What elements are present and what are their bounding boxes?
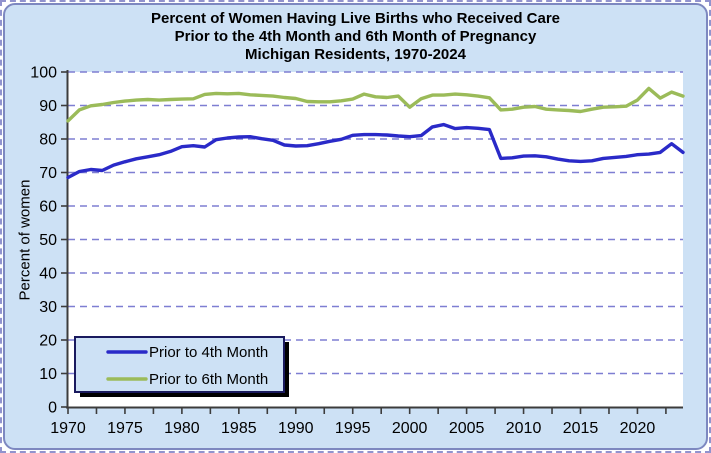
y-tick-label-100: 100 (30, 65, 57, 82)
x-tick-label-2020: 2020 (620, 420, 656, 437)
x-tick-label-2005: 2005 (449, 420, 485, 437)
x-tick-label-2015: 2015 (563, 420, 599, 437)
y-tick-label-40: 40 (39, 266, 57, 283)
x-tick-label-1995: 1995 (335, 420, 371, 437)
y-tick-labels: 0 10 20 30 40 50 60 70 80 90 100 (30, 65, 68, 417)
x-tick-labels: 1970 1975 1980 1985 1990 1995 2000 2005 2010 2015… (50, 407, 667, 437)
y-tick-label-30: 30 (39, 299, 57, 316)
y-tick-label-70: 70 (39, 165, 57, 182)
legend-label-4th-month: Prior to 4th Month (149, 344, 268, 361)
y-tick-label-50: 50 (39, 232, 57, 249)
chart-title: Percent of Women Having Live Births who … (0, 10, 711, 64)
y-tick-label-80: 80 (39, 132, 57, 149)
legend-box (74, 336, 285, 393)
y-tick-label-10: 10 (39, 366, 57, 383)
y-tick-label-90: 90 (39, 98, 57, 115)
x-tick-label-1980: 1980 (164, 420, 200, 437)
x-tick-label-2010: 2010 (506, 420, 542, 437)
series-line-prior-to-4th-month (66, 122, 685, 180)
chart-title-line-3: Michigan Residents, 1970-2024 (245, 46, 466, 63)
x-tick-label-1990: 1990 (278, 420, 314, 437)
x-tick-label-1985: 1985 (221, 420, 257, 437)
y-tick-label-60: 60 (39, 199, 57, 216)
chart-title-line-2: Prior to the 4th Month and 6th Month of … (174, 28, 537, 45)
x-tick-label-1975: 1975 (107, 420, 143, 437)
y-tick-label-0: 0 (48, 400, 57, 417)
chart-title-line-1: Percent of Women Having Live Births who … (151, 10, 560, 27)
y-tick-label-20: 20 (39, 333, 57, 350)
series-line-prior-to-6th-month (66, 86, 685, 123)
legend-label-6th-month: Prior to 6th Month (149, 371, 268, 388)
x-tick-label-2000: 2000 (392, 420, 428, 437)
legend: Prior to 4th Month Prior to 6th Month (74, 336, 289, 397)
x-tick-label-1970: 1970 (50, 420, 86, 437)
